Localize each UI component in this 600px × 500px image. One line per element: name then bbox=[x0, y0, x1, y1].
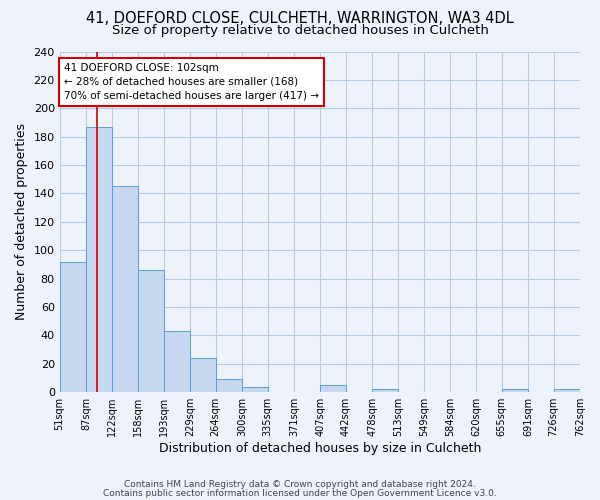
Bar bbox=[86, 126, 112, 392]
Bar bbox=[215, 380, 242, 392]
Y-axis label: Number of detached properties: Number of detached properties bbox=[15, 124, 28, 320]
Bar bbox=[138, 270, 164, 392]
Bar bbox=[320, 385, 346, 392]
Bar bbox=[372, 390, 398, 392]
Bar bbox=[554, 390, 580, 392]
Bar bbox=[164, 331, 190, 392]
Text: Contains HM Land Registry data © Crown copyright and database right 2024.: Contains HM Land Registry data © Crown c… bbox=[124, 480, 476, 489]
Text: Size of property relative to detached houses in Culcheth: Size of property relative to detached ho… bbox=[112, 24, 488, 37]
X-axis label: Distribution of detached houses by size in Culcheth: Distribution of detached houses by size … bbox=[158, 442, 481, 455]
Text: 41 DOEFORD CLOSE: 102sqm
← 28% of detached houses are smaller (168)
70% of semi-: 41 DOEFORD CLOSE: 102sqm ← 28% of detach… bbox=[64, 63, 319, 101]
Bar bbox=[242, 386, 268, 392]
Bar bbox=[112, 186, 138, 392]
Bar bbox=[59, 262, 86, 392]
Bar bbox=[502, 390, 528, 392]
Text: Contains public sector information licensed under the Open Government Licence v3: Contains public sector information licen… bbox=[103, 488, 497, 498]
Text: 41, DOEFORD CLOSE, CULCHETH, WARRINGTON, WA3 4DL: 41, DOEFORD CLOSE, CULCHETH, WARRINGTON,… bbox=[86, 11, 514, 26]
Bar bbox=[190, 358, 215, 392]
